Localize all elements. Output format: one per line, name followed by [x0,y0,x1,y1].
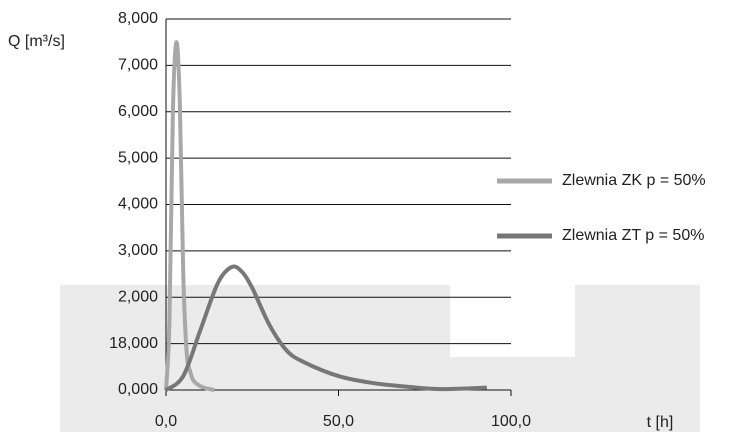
y-tick-label: 3,000 [118,242,158,259]
y-axis-label: Q [m³/s] [8,33,65,50]
x-tick-label: 0,0 [155,413,177,430]
legend-label: Zlewnia ZT p = 50% [562,227,704,244]
background-blocks [60,285,700,432]
y-tick-label: 4,000 [118,196,158,213]
y-tick-label: 2,000 [118,288,158,305]
y-tick-label: 0,000 [118,381,158,398]
y-tick-label: 6,000 [118,103,158,120]
y-tick-label: 8,000 [118,10,158,27]
y-tick-label: 18,000 [109,335,158,352]
series-line [164,40,215,392]
legend-label: Zlewnia ZK p = 50% [562,172,706,189]
series-line [164,264,487,392]
x-axis-label: t [h] [647,414,674,431]
y-tick-label: 5,000 [118,149,158,166]
x-tick-label: 100,0 [491,413,531,430]
x-tick-label: 50,0 [323,413,354,430]
y-tick-label: 7,000 [118,57,158,74]
